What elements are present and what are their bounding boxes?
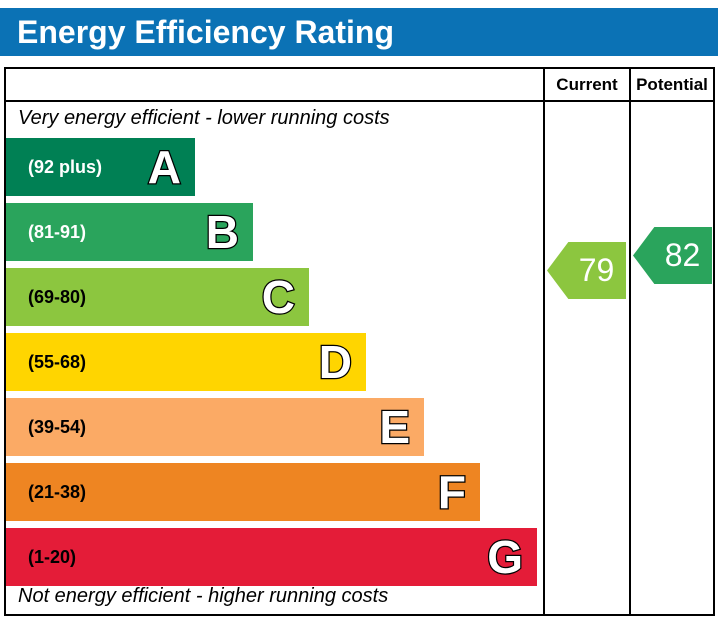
band-range-label: (39-54) [28, 416, 87, 437]
band-B: (81-91) B [6, 203, 253, 261]
band-range-label: (69-80) [28, 286, 87, 307]
band-letter: B [205, 206, 241, 258]
band-letter: C [261, 271, 297, 323]
band-letter: A [147, 141, 183, 193]
band-letter: F [437, 466, 468, 518]
title-bar: Energy Efficiency Rating [0, 8, 718, 56]
potential-rating-arrow: 82 [633, 227, 712, 284]
bands-area: Very energy efficient - lower running co… [6, 102, 543, 614]
band-E: (39-54) E [6, 398, 424, 456]
column-header-potential: Potential [629, 69, 713, 102]
band-F: (21-38) F [6, 463, 480, 521]
current-rating-arrow: 79 [547, 242, 626, 299]
band-range-label: (21-38) [28, 481, 87, 502]
band-range-label: (55-68) [28, 351, 87, 372]
header-spacer-cell [6, 69, 543, 102]
potential-rating-value: 82 [664, 237, 701, 273]
column-header-current: Current [543, 69, 629, 102]
band-letter: G [486, 531, 524, 583]
current-rating-cell: 79 [543, 102, 629, 614]
energy-rating-table: Current Potential Very energy efficient … [4, 67, 715, 616]
band-G: (1-20) G [6, 528, 537, 586]
band-D: (55-68) D [6, 333, 366, 391]
band-letter: D [318, 336, 354, 388]
band-range-label: (1-20) [28, 546, 77, 567]
current-rating-value: 79 [578, 252, 615, 288]
top-note: Very energy efficient - lower running co… [18, 107, 390, 129]
band-range-label: (81-91) [28, 221, 87, 242]
band-letter: E [378, 401, 411, 453]
band-range-label: (92 plus) [28, 156, 103, 177]
potential-rating-cell: 82 [629, 102, 713, 614]
band-A: (92 plus) A [6, 138, 195, 196]
page-title: Energy Efficiency Rating [17, 13, 394, 50]
bottom-note: Not energy efficient - higher running co… [18, 585, 389, 607]
band-C: (69-80) C [6, 268, 309, 326]
